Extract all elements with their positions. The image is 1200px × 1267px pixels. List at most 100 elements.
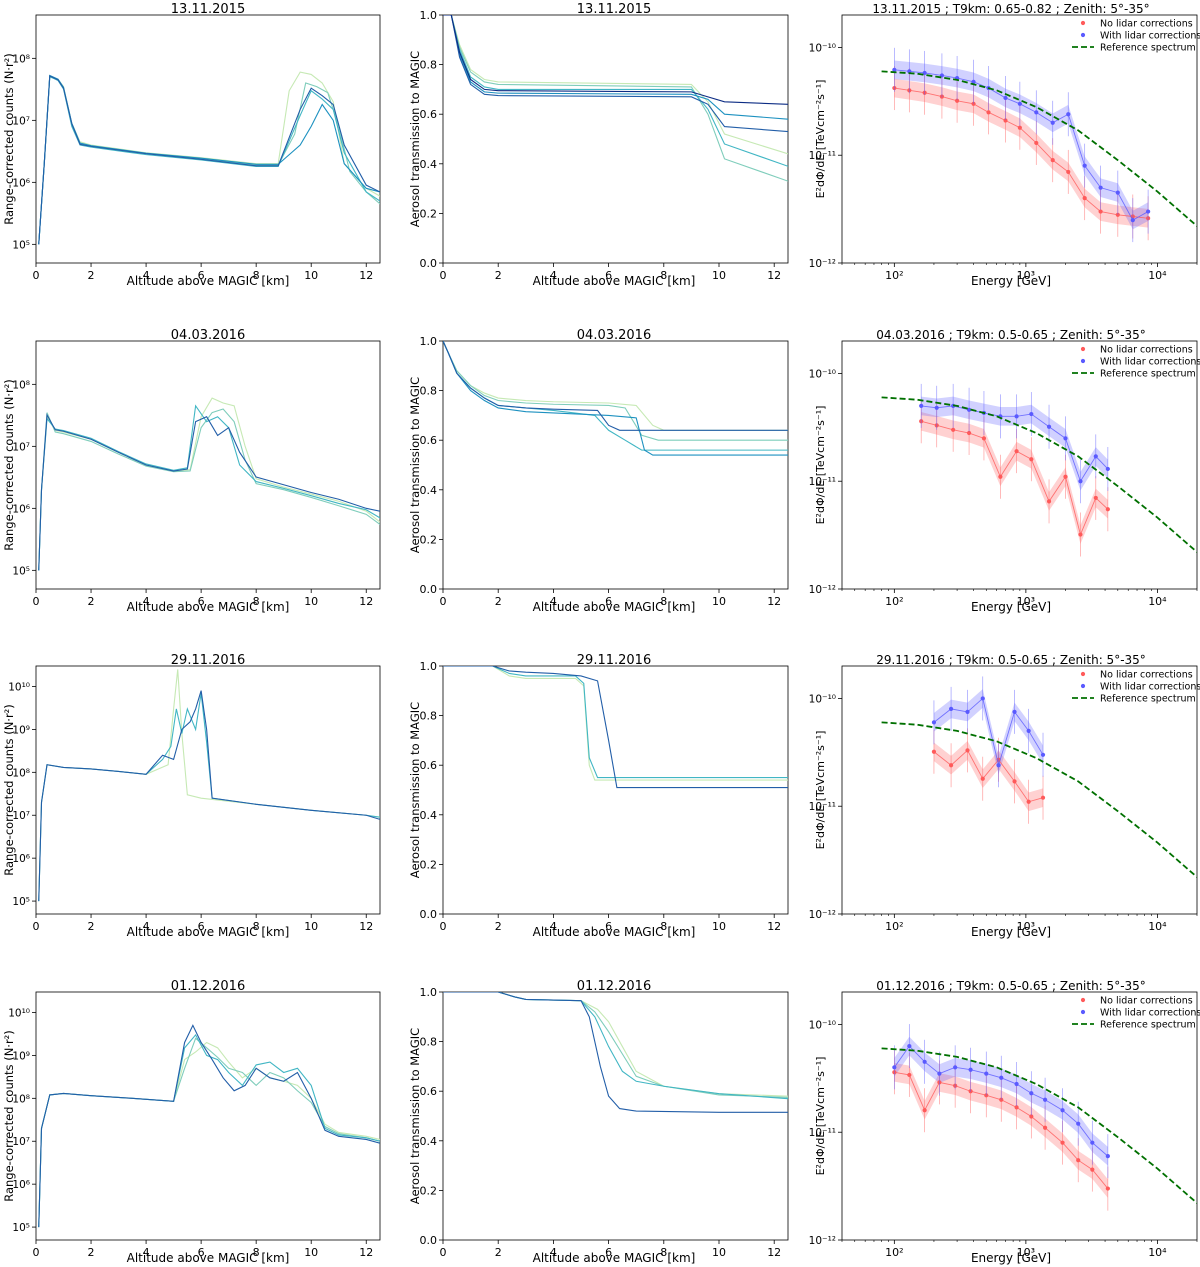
x-tick-label: 10²: [885, 920, 903, 933]
data-point: [986, 110, 991, 115]
y-tick-label: 0.8: [420, 710, 438, 723]
x-tick-label: 10: [304, 920, 318, 933]
y-tick-label: 10⁹: [12, 1050, 30, 1062]
y-tick-label: 10⁵: [12, 239, 30, 251]
data-point: [1082, 196, 1087, 201]
legend-label: No lidar corrections: [1100, 19, 1193, 30]
series-line: [38, 404, 380, 571]
series-line: [443, 15, 788, 133]
y-tick-label: 10⁻¹²: [809, 909, 836, 921]
x-tick-label: 8: [660, 595, 667, 608]
plot-frame: [841, 665, 1198, 915]
x-axis-label: Altitude above MAGIC [km]: [533, 1251, 696, 1265]
data-point: [1115, 190, 1120, 195]
x-tick-label: 10⁴: [1148, 269, 1167, 282]
data-point: [1090, 1140, 1095, 1145]
panel-transmission-4: 01.12.2016 0 2 4 6 8 10 12 0.0 0.2 0.4 0.6 0.8 1.0 A…: [408, 979, 789, 1265]
y-axis-label: Aerosol transmission to MAGIC: [408, 51, 422, 227]
series-line: [443, 666, 788, 781]
data-point: [1076, 1121, 1081, 1126]
y-tick-label: 10⁵: [12, 1222, 30, 1234]
x-tick-label: 10³: [1017, 920, 1035, 933]
x-tick-label: 2: [88, 920, 95, 933]
y-tick-label: 10⁻¹¹: [809, 476, 836, 488]
panel-spectrum-4: 01.12.2016 ; T9km: 0.5-0.65 ; Zenith: 5°…: [809, 979, 1200, 1265]
x-tick-label: 10: [712, 1246, 726, 1259]
data-point: [965, 709, 970, 715]
panel-title: 13.11.2015: [171, 2, 245, 17]
series-line: [38, 397, 380, 571]
data-point: [948, 763, 954, 768]
plot-area: [881, 383, 1197, 557]
data-point: [1093, 495, 1098, 501]
y-tick-label: 0.8: [420, 59, 438, 72]
y-tick-label: 0.6: [420, 759, 438, 772]
x-tick-label: 2: [495, 1246, 502, 1259]
x-tick-label: 0: [440, 920, 447, 933]
x-tick-label: 2: [88, 269, 95, 282]
panel-title: 04.03.2016: [577, 328, 651, 343]
data-point: [1066, 169, 1071, 175]
x-tick-label: 10: [304, 269, 318, 282]
legend-label: Reference spectrum: [1100, 43, 1196, 54]
x-tick-label: 10: [712, 920, 726, 933]
data-point: [1012, 709, 1017, 715]
data-point: [984, 1071, 989, 1076]
x-tick-label: 6: [605, 269, 612, 282]
data-point: [907, 1072, 912, 1078]
x-axis-label: Altitude above MAGIC [km]: [127, 925, 290, 939]
y-tick-label: 0.4: [420, 158, 438, 171]
panel-title: 04.03.2016: [171, 328, 245, 343]
series-line: [443, 341, 788, 441]
panel-title: 04.03.2016 ; T9km: 0.5-0.65 ; Zenith: 5°…: [876, 328, 1146, 342]
legend-swatch: [1080, 683, 1086, 689]
data-point: [1063, 474, 1068, 479]
series-line: [443, 15, 788, 105]
panel-transmission-1: 13.11.2015 0 2 4 6 8 10 12 0.0 0.2 0.4 0.6 0.8 1.0 A…: [408, 2, 789, 288]
reference-spectrum-line: [881, 396, 1197, 553]
data-point: [1130, 218, 1135, 223]
x-tick-label: 10: [712, 595, 726, 608]
plot-frame: [35, 340, 381, 590]
x-tick-label: 12: [767, 920, 781, 933]
data-point: [1050, 120, 1055, 125]
data-point: [1078, 532, 1083, 537]
x-tick-label: 2: [495, 920, 502, 933]
panel-spectrum-3: 29.11.2016 ; T9km: 0.5-0.65 ; Zenith: 5°…: [809, 653, 1200, 939]
y-tick-label: 10⁻¹¹: [809, 801, 836, 813]
data-point: [1029, 457, 1034, 462]
series-layer: 10² 10³ 10⁴ 10⁻¹² 10⁻¹¹ 10⁻¹⁰ No lidar correct…: [809, 996, 1200, 1260]
data-point: [981, 436, 987, 441]
panel-spectrum-2: 04.03.2016 ; T9km: 0.5-0.65 ; Zenith: 5°…: [809, 328, 1200, 614]
x-axis-label: Energy [GeV]: [971, 925, 1051, 939]
legend-label: Reference spectrum: [1100, 369, 1196, 380]
series-layer: 0 2 4 6 8 10 12 10⁵ 10⁶ 10⁷ 10⁸: [12, 379, 380, 608]
data-point: [1014, 1105, 1019, 1110]
panel-transmission-2: 04.03.2016 0 2 4 6 8 10 12 0.0 0.2 0.4 0.6 0.8 1.0 A…: [408, 328, 789, 614]
y-tick-label: 0.4: [420, 809, 438, 822]
y-tick-label: 0.0: [420, 908, 438, 921]
panel-title: 01.12.2016: [171, 979, 245, 994]
plot-area: [881, 676, 1197, 878]
x-tick-label: 0: [33, 1246, 40, 1259]
series-layer: 0 2 4 6 8 10 12 0.0 0.2 0.4 0.6 0.8 1.0: [420, 986, 788, 1259]
y-tick-label: 10⁻¹²: [809, 1235, 836, 1247]
legend-label: Reference spectrum: [1100, 694, 1196, 705]
x-tick-label: 8: [660, 1246, 667, 1259]
data-point: [1046, 424, 1052, 429]
y-tick-label: 10⁻¹⁰: [809, 693, 836, 705]
x-tick-label: 12: [359, 595, 373, 608]
data-point: [999, 1075, 1004, 1080]
series-layer: 0 2 4 6 8 10 12 0.0 0.2 0.4 0.6 0.8 1.0: [420, 660, 788, 933]
x-tick-label: 8: [253, 595, 260, 608]
legend-label: Reference spectrum: [1100, 1020, 1196, 1031]
plot-area: [881, 47, 1197, 243]
data-point: [1042, 1097, 1048, 1102]
data-point: [1012, 779, 1017, 784]
data-point: [953, 1065, 958, 1070]
data-point: [892, 67, 897, 72]
y-axis-label: Aerosol transmission to MAGIC: [408, 377, 422, 553]
data-point: [892, 1065, 897, 1070]
panel-title: 13.11.2015 ; T9km: 0.65-0.82 ; Zenith: 5…: [872, 2, 1149, 16]
y-tick-label: 10⁻¹¹: [809, 150, 836, 162]
